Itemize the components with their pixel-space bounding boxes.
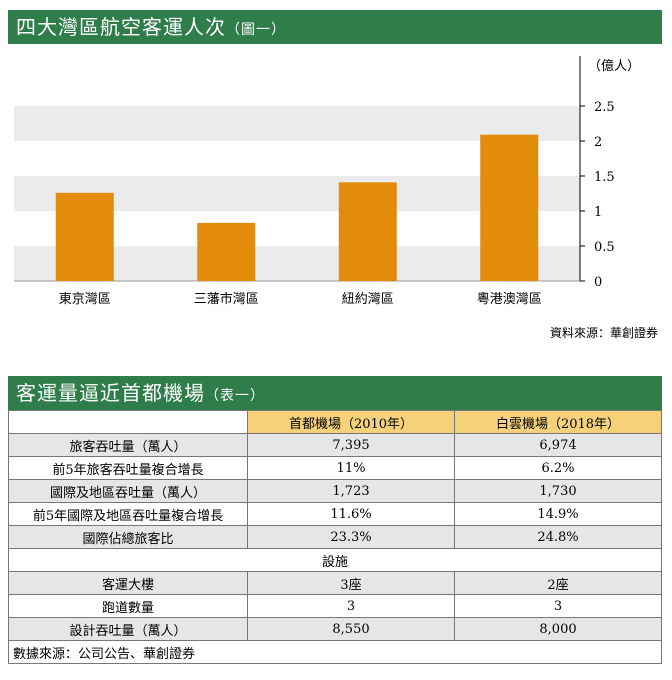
y-tick-label: 1.5 [594,170,615,185]
y-tick-label: 1 [594,205,602,220]
row-label: 旅客吞吐量（萬人） [8,433,248,457]
table-row: 設計吞吐量（萬人） 8,550 8,000 [8,617,662,641]
comparison-table: 首都機場（2010年） 白雲機場（2018年） 旅客吞吐量（萬人） 7,395 6,… [8,410,662,664]
table-row: 國際佔總旅客比 23.3% 24.8% [8,525,662,549]
row-label: 設計吞吐量（萬人） [8,617,248,641]
bar [55,192,114,281]
table-source: 數據來源：公司公告、華創證券 [8,640,662,664]
table-row: 國際及地區吞吐量（萬人） 1,723 1,730 [8,479,662,503]
y-tick-label: 0 [594,275,602,290]
chart-title: 四大灣區航空客運人次 [16,15,226,39]
table-subtitle: （表一） [205,388,265,404]
section-row: 設施 [8,548,662,572]
source-row: 數據來源：公司公告、華創證券 [8,640,662,664]
row-label: 跑道數量 [8,594,248,618]
table-row: 前5年旅客吞吐量複合增長 11% 6.2% [8,456,662,480]
row-value: 3 [454,594,662,618]
bar [338,182,397,281]
row-label: 國際佔總旅客比 [8,525,248,549]
row-value: 2座 [454,571,662,595]
chart-source: 資料來源：華創證券 [549,326,658,340]
table-title-banner: 客運量逼近首都機場（表一） [8,376,662,410]
row-value: 3座 [247,571,455,595]
bar [197,222,256,281]
row-value: 11.6% [247,502,455,526]
header-capital-airport: 首都機場（2010年） [247,410,455,434]
row-value: 23.3% [247,525,455,549]
x-tick-label: 紐約灣區 [342,292,394,307]
row-value: 7,395 [247,433,455,457]
table-row: 旅客吞吐量（萬人） 7,395 6,974 [8,433,662,457]
row-value: 14.9% [454,502,662,526]
section-label: 設施 [8,548,662,572]
table-row: 前5年國際及地區吞吐量複合增長 11.6% 14.9% [8,502,662,526]
row-value: 6.2% [454,456,662,480]
bar-chart: （億人） 0 0.5 1 1.5 2 2.5 東京灣區 三藩市灣區 紐約灣區 粵港澳灣區 [14,56,640,307]
row-value: 3 [247,594,455,618]
y-tick-label: 0.5 [594,240,615,255]
x-tick-label: 粵港澳灣區 [477,291,542,307]
bar [480,134,539,281]
row-value: 11% [247,456,455,480]
row-label: 國際及地區吞吐量（萬人） [8,479,248,503]
y-tick-label: 2 [594,135,602,150]
chart-subtitle: （圖一） [226,22,286,38]
chart-title-banner: 四大灣區航空客運人次（圖一） [8,10,662,44]
x-tick-label: 三藩市灣區 [194,291,259,307]
header-baiyun-airport: 白雲機場（2018年） [454,410,662,434]
row-value: 1,723 [247,479,455,503]
row-value: 8,550 [247,617,455,641]
row-value: 8,000 [454,617,662,641]
row-value: 24.8% [454,525,662,549]
x-tick-label: 東京灣區 [59,291,111,307]
table-header-row: 首都機場（2010年） 白雲機場（2018年） [8,410,662,434]
row-value: 6,974 [454,433,662,457]
row-label: 客運大樓 [8,571,248,595]
header-cell-empty [8,410,248,434]
row-label: 前5年國際及地區吞吐量複合增長 [8,502,248,526]
y-axis-label: （億人） [588,58,640,74]
table-row: 客運大樓 3座 2座 [8,571,662,595]
row-label: 前5年旅客吞吐量複合增長 [8,456,248,480]
y-tick-label: 2.5 [594,100,615,115]
row-value: 1,730 [454,479,662,503]
table-row: 跑道數量 3 3 [8,594,662,618]
table-title: 客運量逼近首都機場 [16,381,205,405]
